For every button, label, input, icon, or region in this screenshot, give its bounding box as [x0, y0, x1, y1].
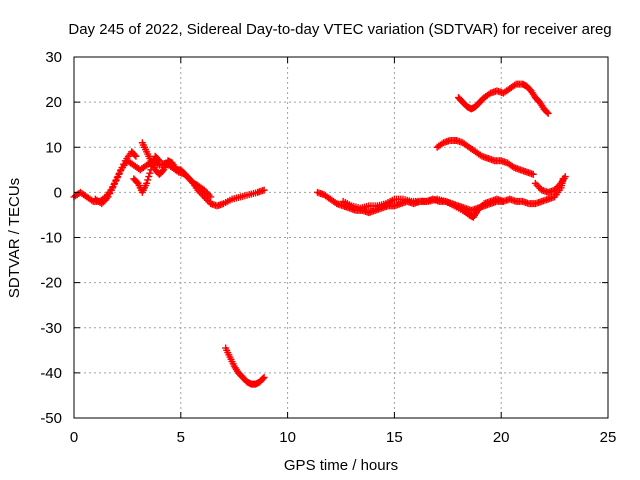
data-markers [70, 80, 569, 388]
data-point-track-h [529, 170, 537, 178]
y-axis-ticks: -50 -40 -30 -20 -10 0 10 20 30 [40, 49, 608, 427]
x-tick-label: 15 [386, 429, 403, 446]
data-point-track-d [146, 169, 154, 177]
y-tick-label: 0 [54, 184, 62, 201]
data-point-track-b [111, 179, 119, 187]
y-tick-label: 10 [45, 139, 62, 156]
y-tick-label: -30 [40, 320, 62, 337]
y-tick-label: -40 [40, 365, 62, 382]
x-tick-label: 10 [279, 429, 296, 446]
y-axis-label: SDTVAR / TECUs [6, 178, 23, 298]
data-point-track-b [109, 183, 117, 191]
data-point-track-b [104, 193, 112, 201]
data-point-track-d [155, 157, 163, 165]
data-point-track-d [143, 179, 151, 187]
y-tick-label: -50 [40, 410, 62, 427]
data-point-track-b [260, 186, 268, 194]
data-point-track-g [499, 197, 507, 205]
data-point-track-d [147, 166, 155, 174]
data-point-track-d [144, 176, 152, 184]
x-tick-label: 25 [600, 429, 617, 446]
grid-lines [74, 57, 608, 418]
y-tick-label: -10 [40, 230, 62, 247]
data-point-track-e [259, 375, 267, 383]
data-point-track-j [561, 173, 569, 181]
data-point-track-i [511, 81, 519, 89]
y-tick-label: 20 [45, 94, 62, 111]
x-axis-label: GPS time / hours [284, 457, 398, 474]
data-point-track-d [149, 159, 157, 167]
y-tick-label: -20 [40, 275, 62, 292]
x-tick-label: 20 [493, 429, 510, 446]
y-tick-label: 30 [45, 49, 62, 66]
data-point-track-d [148, 162, 156, 170]
data-point-track-a [132, 152, 140, 160]
data-point-track-a [131, 151, 139, 159]
x-tick-label: 0 [70, 429, 78, 446]
data-point-track-e [260, 373, 268, 381]
chart-title: Day 245 of 2022, Sidereal Day-to-day VTE… [68, 21, 611, 38]
data-point-track-d [154, 156, 162, 164]
data-point-track-b [114, 173, 122, 181]
data-point-track-c [207, 193, 215, 201]
x-axis-ticks: 0 5 10 15 20 25 [70, 57, 617, 446]
data-point-track-b [107, 186, 115, 194]
data-point-track-b [112, 176, 120, 184]
x-tick-label: 5 [177, 429, 185, 446]
data-point-track-b [115, 169, 123, 177]
data-point-track-d [145, 173, 153, 181]
data-point-track-i [543, 108, 551, 116]
data-point-track-b [106, 190, 114, 198]
data-point-track-i [544, 109, 552, 117]
